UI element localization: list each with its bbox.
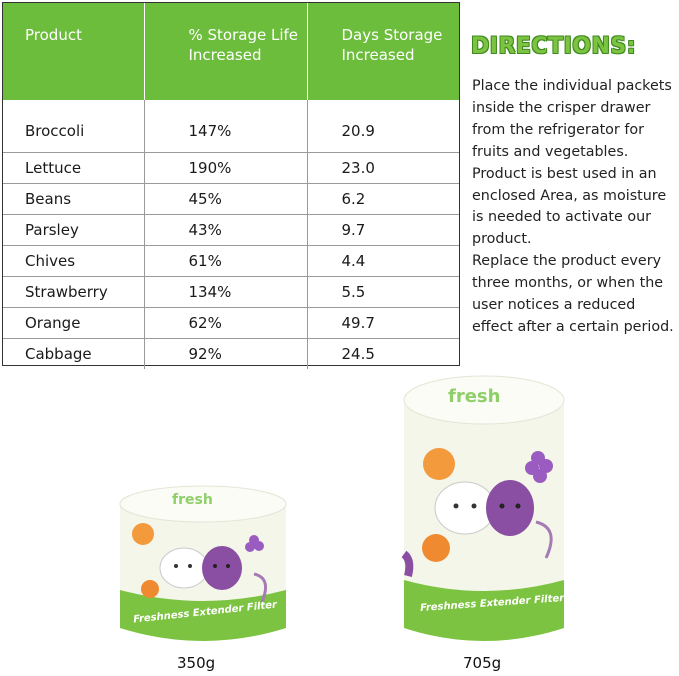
fig-icon	[253, 572, 268, 603]
cell-days: 49.7	[306, 306, 459, 338]
fig-icon	[535, 520, 553, 559]
product-705g-canister: fresh	[401, 375, 565, 641]
header-product: Product	[3, 3, 144, 100]
cell-days: 6.2	[306, 182, 459, 214]
cell-percent: 61%	[143, 244, 307, 276]
cell-percent: 147%	[143, 100, 307, 152]
cell-product: Strawberry	[3, 275, 144, 307]
cell-product: Chives	[3, 244, 144, 276]
cell-days: 23.0	[306, 151, 459, 183]
directions-text: Place the individual packets inside the …	[472, 76, 677, 339]
table-header-row: Product % Storage Life Increased Days St…	[3, 3, 459, 100]
cell-product: Orange	[3, 306, 144, 338]
product-705g-size: 705g	[463, 654, 502, 672]
cell-days: 4.4	[306, 244, 459, 276]
green-band	[404, 580, 564, 641]
cell-days: 20.9	[306, 100, 459, 152]
grape-mascot-icon	[202, 546, 242, 590]
cell-product: Cabbage	[3, 337, 144, 369]
pumpkin-icon	[141, 580, 159, 598]
cell-product: Broccoli	[25, 121, 85, 140]
cell-percent: 92%	[143, 337, 307, 369]
green-band	[120, 590, 286, 641]
storage-table: Product % Storage Life Increased Days St…	[2, 2, 460, 369]
header-days-storage: Days Storage Increased	[306, 3, 459, 100]
cell-percent: 62%	[143, 306, 307, 338]
table-row: Beans 45% 6.2	[3, 182, 459, 214]
directions-title: DIRECTIONS:	[471, 34, 637, 59]
cell-days: 5.5	[306, 275, 459, 307]
table-row: Cabbage 92% 24.5	[3, 337, 459, 369]
cell-percent: 134%	[143, 275, 307, 307]
table-row: Orange 62% 49.7	[3, 306, 459, 338]
table-row: Strawberry 134% 5.5	[3, 275, 459, 307]
pumpkin-icon	[422, 534, 450, 562]
header-storage-life: % Storage Life Increased	[143, 3, 307, 100]
cell-days: 24.5	[306, 337, 459, 369]
table-row: Parsley 43% 9.7	[3, 213, 459, 245]
product-350g-size: 350g	[177, 654, 216, 672]
cell-percent: 45%	[143, 182, 307, 214]
cell-percent: 190%	[143, 151, 307, 183]
cell-days: 9.7	[306, 213, 459, 245]
table-row: Chives 61% 4.4	[3, 244, 459, 276]
table-row: Lettuce 190% 23.0	[3, 151, 459, 183]
cell-product: Beans	[3, 182, 144, 214]
orange-icon	[423, 448, 455, 480]
cell-product: Parsley	[3, 213, 144, 245]
storage-table-grid: Product % Storage Life Increased Days St…	[3, 3, 459, 369]
cauliflower-mascot-icon	[159, 547, 209, 589]
table-row: Broccoli 147% 20.9	[3, 100, 459, 152]
svg-text:fresh: fresh	[172, 492, 213, 508]
cell-product: Lettuce	[3, 151, 144, 183]
grape-mascot-icon	[486, 480, 534, 536]
directions-paragraph: Place the individual packets inside the …	[472, 78, 672, 248]
directions-paragraph: Replace the product every three months, …	[472, 253, 674, 335]
svg-text:fresh: fresh	[448, 386, 500, 407]
orange-icon	[132, 523, 154, 545]
cell-percent: 43%	[143, 213, 307, 245]
product-350g-canister: fresh	[119, 485, 287, 641]
